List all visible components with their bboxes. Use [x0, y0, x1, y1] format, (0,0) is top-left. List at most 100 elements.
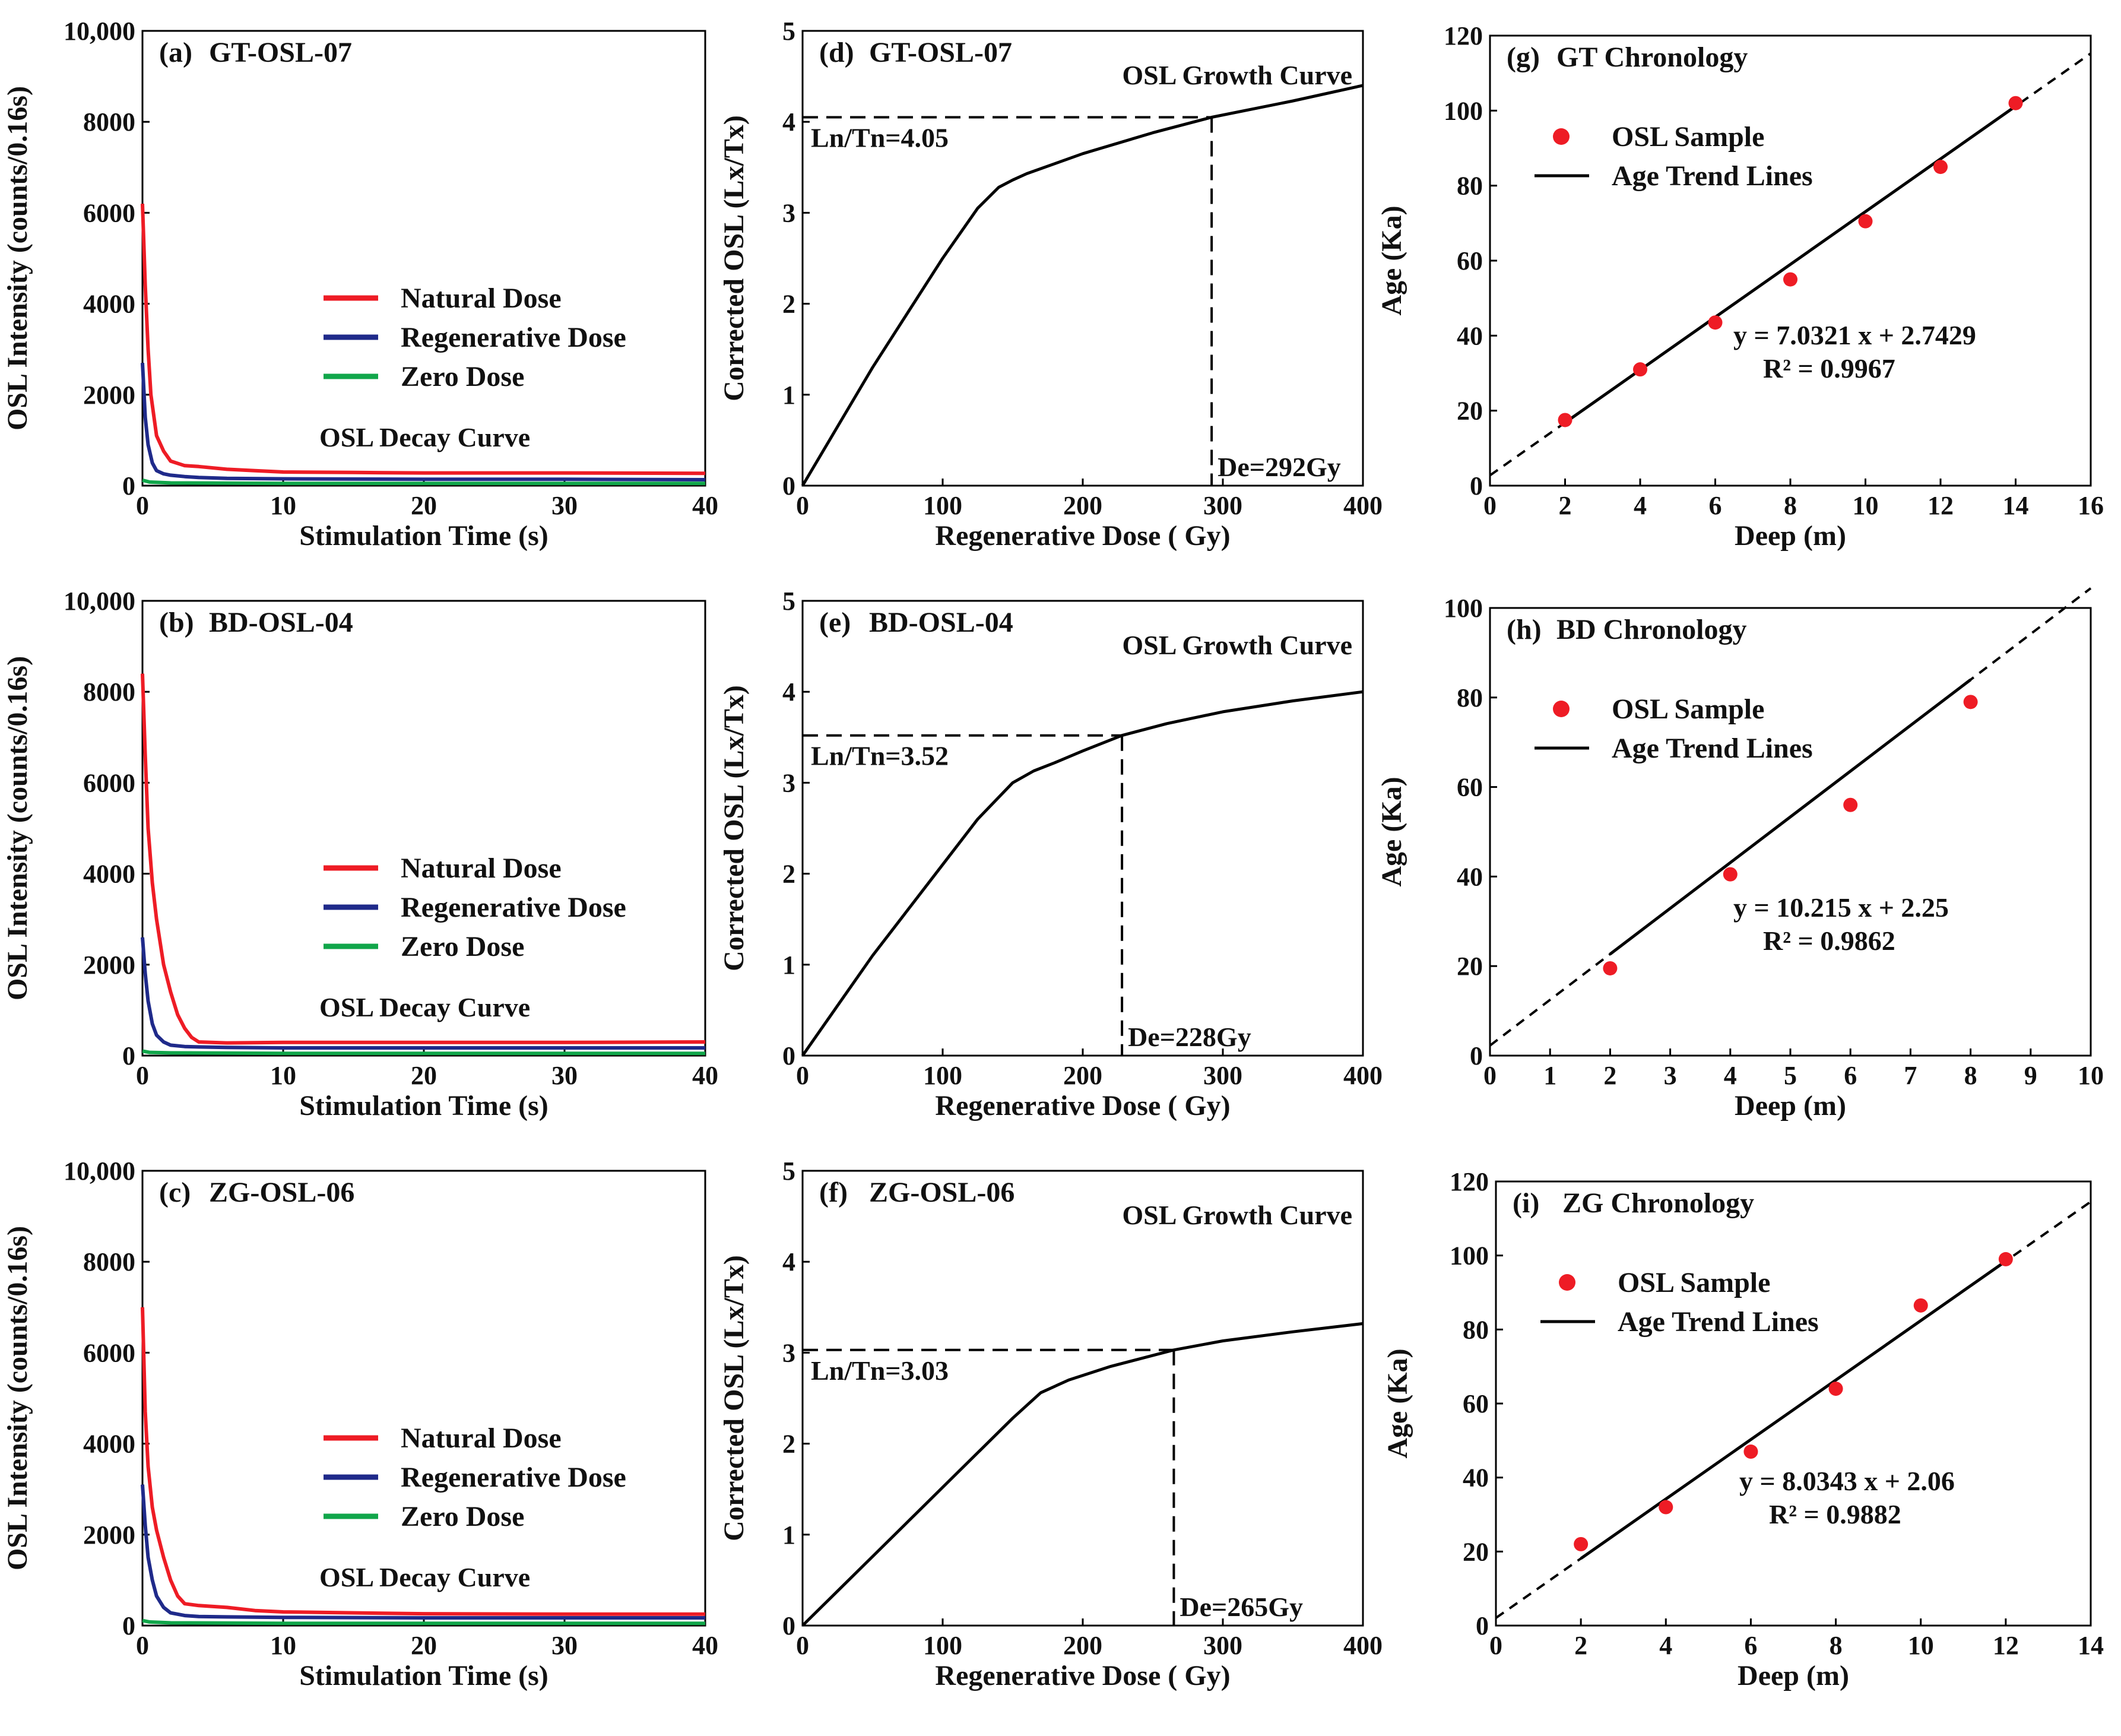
y-tick-label: 80 [1463, 1315, 1489, 1344]
panel-sample: BD-OSL-04 [209, 607, 353, 638]
y-tick-label: 0 [782, 471, 795, 500]
growth-curve-note: OSL Growth Curve [1122, 630, 1352, 660]
x-tick-label: 300 [1203, 1061, 1242, 1090]
osl-sample-point [1558, 413, 1572, 427]
y-tick-label: 3 [782, 198, 795, 227]
ln-tn-label: Ln/Tn=3.03 [811, 1355, 949, 1386]
plot-frame [801, 1170, 1364, 1627]
osl-sample-point [1913, 1298, 1928, 1313]
regression-equation: y = 10.215 x + 2.25 [1733, 892, 1949, 923]
y-axis-label: Age (Ka) [1382, 1348, 1413, 1458]
plot-frame [801, 600, 1364, 1057]
x-tick-label: 8 [1964, 1061, 1977, 1090]
legend-label: Age Trend Lines [1618, 1306, 1819, 1338]
y-tick-label: 4 [782, 107, 795, 137]
y-tick-label: 4000 [83, 1430, 135, 1459]
series-line-regenerative [141, 1484, 705, 1620]
y-tick-label: 0 [1470, 1041, 1483, 1070]
x-axis-label: Deep (m) [1738, 1660, 1849, 1691]
legend-label: OSL Sample [1618, 1267, 1770, 1298]
series-line-regenerative [141, 363, 706, 481]
y-tick-label: 1 [782, 381, 795, 410]
x-tick-label: 30 [551, 491, 578, 520]
x-tick-label: 16 [2078, 491, 2104, 520]
series-line-zero [142, 478, 705, 486]
x-tick-label: 100 [923, 1631, 962, 1660]
osl-sample-point [1783, 272, 1797, 287]
y-tick-label: 20 [1457, 397, 1483, 426]
panel-label: (b) [159, 607, 194, 638]
x-tick-label: 40 [692, 1631, 718, 1660]
panel-label: (f) [819, 1177, 848, 1208]
x-tick-label: 20 [411, 491, 437, 520]
osl-sample-point [1633, 362, 1647, 377]
r-squared: R² = 0.9967 [1763, 353, 1895, 384]
x-tick-label: 40 [692, 491, 718, 520]
series-line-zero [142, 1049, 705, 1056]
legend-label: Natural Dose [401, 283, 562, 314]
panel-i: 0 2 4 6 8 10 12 14 0 20 40 60 80 100 120 Deep (m) Age (K… [1382, 1167, 2104, 1691]
x-tick-label: 2 [1574, 1631, 1587, 1660]
growth-curve-line [801, 1322, 1364, 1627]
osl-sample-point [1933, 160, 1948, 175]
growth-curve-note: OSL Growth Curve [1122, 1200, 1352, 1230]
x-tick-label: 400 [1343, 491, 1383, 520]
growth-curve-note: OSL Growth Curve [1122, 60, 1352, 90]
plot-frame [1489, 34, 2092, 487]
growth-curve-line [801, 84, 1364, 487]
panel-sample: GT-OSL-07 [209, 37, 352, 68]
y-tick-label: 2000 [83, 951, 135, 980]
panel-sample: BD-OSL-04 [869, 607, 1013, 638]
panel-label: (e) [819, 607, 851, 638]
y-tick-label: 60 [1463, 1389, 1489, 1418]
y-tick-label: 60 [1457, 773, 1483, 802]
x-tick-label: 10 [270, 1631, 296, 1660]
x-tick-label: 100 [923, 1061, 962, 1090]
y-tick-label: 120 [1444, 21, 1483, 50]
x-tick-label: 8 [1830, 1631, 1843, 1660]
x-tick-label: 10 [1853, 491, 1879, 520]
x-tick-label: 200 [1063, 1061, 1102, 1090]
panel-b: 0 10 20 30 40 0 2000 4000 6000 8000 10,000 Stimulat… [2, 587, 718, 1122]
panel-sample: GT Chronology [1556, 42, 1748, 73]
osl-sample-point [1828, 1382, 1843, 1396]
trend-line [1580, 1260, 2007, 1560]
x-tick-label: 6 [1744, 1631, 1757, 1660]
trend-line [1609, 678, 1972, 955]
x-tick-label: 4 [1659, 1631, 1672, 1660]
x-tick-label: 10 [2078, 1061, 2104, 1090]
x-tick-label: 9 [2024, 1061, 2037, 1090]
plot-frame [141, 600, 706, 1057]
y-axis-label: OSL Intensity (counts/0.16s) [2, 656, 33, 1000]
x-tick-label: 0 [1483, 491, 1497, 520]
y-tick-label: 80 [1457, 683, 1483, 712]
x-tick-label: 1 [1543, 1061, 1556, 1090]
y-tick-label: 8000 [83, 1247, 135, 1276]
y-tick-label: 100 [1444, 96, 1483, 125]
y-tick-label: 5 [782, 17, 795, 46]
x-tick-label: 100 [923, 491, 962, 520]
y-tick-label: 8000 [83, 677, 135, 707]
y-tick-label: 3 [782, 768, 795, 797]
legend-marker [1553, 701, 1570, 717]
panel-f: 0 100 200 300 400 0 1 2 3 4 5 Regenerative Dose ( G… [718, 1157, 1383, 1691]
x-tick-label: 30 [551, 1631, 578, 1660]
x-tick-label: 5 [1784, 1061, 1797, 1090]
osl-sample-point [1723, 867, 1738, 882]
y-tick-label: 5 [782, 1157, 795, 1186]
panel-label: (h) [1507, 614, 1542, 645]
y-axis-label: Corrected OSL (Lx/Tx) [718, 1255, 750, 1541]
x-tick-label: 0 [136, 1061, 149, 1090]
decay-curve-note: OSL Decay Curve [319, 992, 530, 1022]
y-tick-label: 2 [782, 1430, 795, 1459]
panel-sample: ZG Chronology [1562, 1187, 1754, 1219]
panel-label: (g) [1507, 42, 1540, 73]
x-tick-label: 6 [1844, 1061, 1857, 1090]
decay-curve-note: OSL Decay Curve [319, 1562, 530, 1592]
series-line-natural [141, 203, 706, 476]
x-tick-label: 40 [692, 1061, 718, 1090]
x-tick-label: 3 [1664, 1061, 1677, 1090]
y-axis-label: Corrected OSL (Lx/Tx) [718, 115, 750, 401]
